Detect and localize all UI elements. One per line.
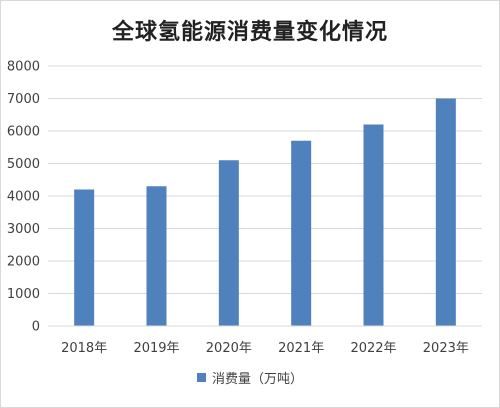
x-axis-ticks: 2018年 2019年 2020年 2021年 2022年 2023年 — [61, 341, 469, 356]
y-tick-label: 4000 — [7, 190, 40, 205]
y-tick-label: 0 — [32, 320, 40, 335]
x-tick-label: 2022年 — [350, 341, 396, 356]
legend: 消费量（万吨） — [0, 368, 500, 387]
bar-2022年 — [363, 124, 384, 326]
bar-2018年 — [74, 189, 95, 326]
y-tick-label: 1000 — [7, 287, 40, 302]
bar-2020年 — [218, 160, 239, 326]
bars — [74, 98, 456, 326]
y-axis-ticks: 0 1000 2000 3000 4000 5000 6000 7000 8000 — [7, 60, 40, 335]
legend-swatch — [196, 373, 206, 382]
y-tick-label: 7000 — [7, 92, 40, 107]
y-tick-label: 2000 — [7, 255, 40, 270]
bar-2019年 — [146, 186, 167, 326]
legend-label: 消费量（万吨） — [211, 372, 303, 387]
bar-2023年 — [435, 98, 456, 326]
x-tick-label: 2019年 — [133, 341, 179, 356]
x-tick-label: 2023年 — [423, 341, 469, 356]
y-tick-label: 5000 — [7, 157, 40, 172]
bar-2021年 — [291, 140, 312, 326]
chart-title: 全球氢能源消费量变化情况 — [111, 19, 388, 45]
y-tick-label: 3000 — [7, 222, 40, 237]
y-tick-label: 8000 — [7, 60, 40, 75]
x-tick-label: 2021年 — [278, 341, 324, 356]
y-tick-label: 6000 — [7, 125, 40, 140]
gridlines — [48, 65, 482, 294]
x-tick-label: 2018年 — [61, 341, 107, 356]
x-tick-label: 2020年 — [206, 341, 252, 356]
